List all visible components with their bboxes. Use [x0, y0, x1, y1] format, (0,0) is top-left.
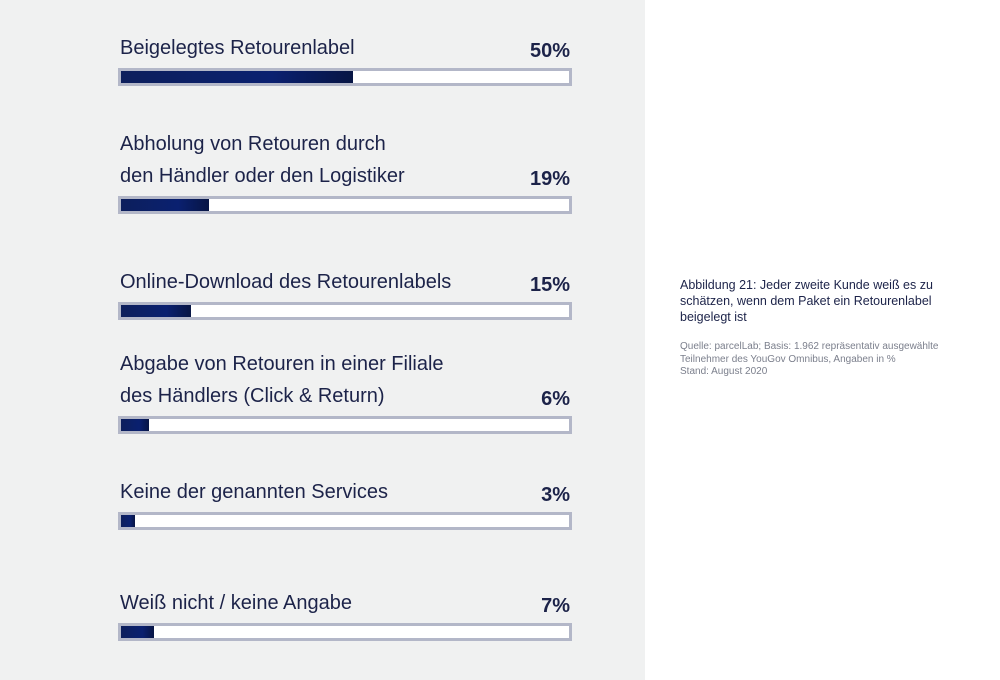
bar-label-line: des Händlers (Click & Return): [120, 385, 385, 407]
bar-row: Weiß nicht / keine Angabe 7%: [118, 503, 572, 641]
bar-label: Online-Download des Retourenlabels: [120, 266, 480, 298]
bar-track: [118, 68, 572, 86]
bar-track: [118, 416, 572, 434]
bar-row: Beigelegtes Retourenlabel 50%: [118, 0, 572, 86]
bar-label: Beigelegtes Retourenlabel: [120, 32, 480, 64]
bar: [121, 515, 135, 527]
bar-label-line: Online-Download des Retourenlabels: [120, 271, 452, 293]
bar-track: [118, 623, 572, 641]
bar-track: [118, 512, 572, 530]
bar-row: Online-Download des Retourenlabels 15%: [118, 182, 572, 320]
bar-label-line: Abgabe von Retouren in einer Filiale: [120, 353, 444, 375]
bar-label-line: Weiß nicht / keine Angabe: [120, 592, 352, 614]
bar-value-label: 50%: [529, 40, 570, 62]
bar-label-line: Abholung von Retouren durch: [120, 133, 386, 155]
bar-value-label: 3%: [541, 484, 570, 506]
bar-row: Abgabe von Retouren in einer Filiale des …: [118, 296, 572, 434]
bar-value-label: 6%: [541, 388, 570, 410]
bar-track: [118, 196, 572, 214]
chart-panel: Beigelegtes Retourenlabel 50% Abholung von…: [0, 0, 645, 680]
bar: [121, 626, 154, 638]
bar-label-line: den Händler oder den Logistiker: [120, 165, 405, 187]
bar-label: Keine der genannten Services: [120, 476, 480, 508]
bar: [121, 71, 353, 83]
bar-label: Weiß nicht / keine Angabe: [120, 587, 480, 619]
bar: [121, 305, 191, 317]
bar-row: Keine der genannten Services 3%: [118, 392, 572, 530]
bar: [121, 419, 149, 431]
bar-row: Abholung von Retouren durch den Händler o…: [118, 76, 572, 214]
bar-label: Abholung von Retouren durch den Händler o…: [120, 128, 480, 192]
bar-value-label: 7%: [541, 595, 570, 617]
bar-value-label: 15%: [529, 274, 570, 296]
bar-label-line: Keine der genannten Services: [120, 481, 388, 503]
bar: [121, 199, 209, 211]
bar-track: [118, 302, 572, 320]
caption-source: Quelle: parcelLab; Basis: 1.962 repräsen…: [680, 341, 939, 377]
bar-label-line: Beigelegtes Retourenlabel: [120, 37, 355, 59]
bar-value-label: 19%: [529, 168, 570, 190]
bar-label: Abgabe von Retouren in einer Filiale des …: [120, 348, 480, 412]
figure-caption: Abbildung 21: Jeder zweite Kunde weiß es…: [680, 277, 950, 379]
caption-title: Abbildung 21: Jeder zweite Kunde weiß es…: [680, 278, 933, 324]
